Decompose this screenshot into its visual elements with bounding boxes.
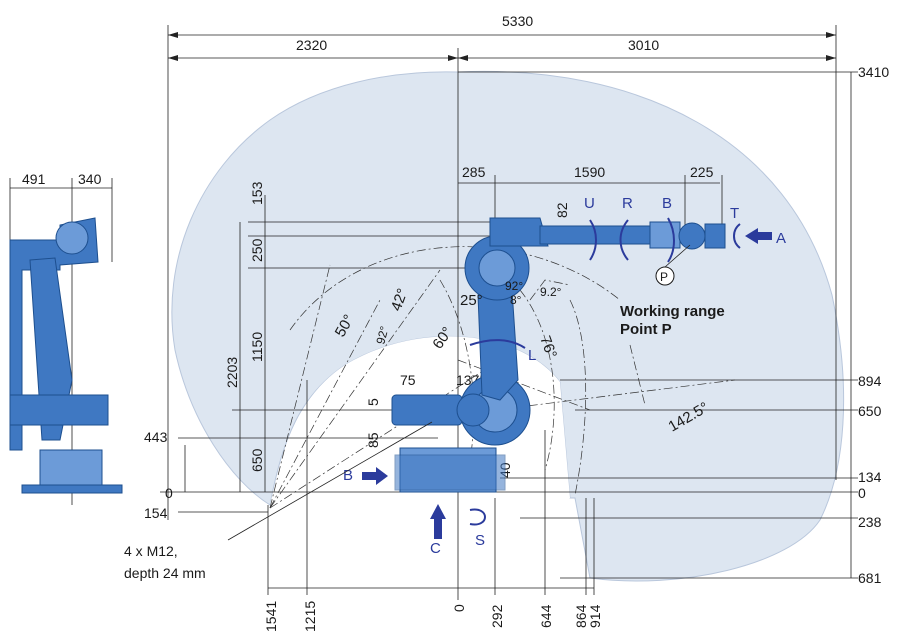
dim-1590: 1590 bbox=[574, 164, 605, 180]
dim-1215: 1215 bbox=[302, 601, 318, 632]
robot-motor bbox=[391, 394, 463, 426]
point-p-label: P bbox=[660, 270, 668, 284]
axis-b: B bbox=[662, 195, 672, 212]
point-p-title: Point P bbox=[620, 321, 672, 338]
rotation-arrow-l-icon bbox=[469, 339, 526, 349]
dim-225: 225 bbox=[690, 164, 714, 180]
dim-0-left: 0 bbox=[165, 485, 173, 501]
dim-2203: 2203 bbox=[224, 357, 240, 388]
dim-650-right: 650 bbox=[858, 403, 882, 419]
dim-644: 644 bbox=[538, 604, 554, 628]
dim-681: 681 bbox=[858, 570, 882, 586]
rotation-arrow-b-icon bbox=[667, 217, 675, 263]
dim-3410: 3410 bbox=[858, 64, 889, 80]
rotation-arrow-u-icon bbox=[589, 219, 597, 261]
dim-85: 85 bbox=[365, 432, 381, 448]
dim-1150: 1150 bbox=[249, 332, 265, 362]
dim-0-right: 0 bbox=[858, 485, 866, 501]
axis-labels: U R B T A L S C B P bbox=[343, 195, 786, 557]
working-range-title: Working range bbox=[620, 303, 725, 320]
angle-8: 8° bbox=[510, 293, 522, 307]
axis-r: R bbox=[622, 195, 633, 212]
robot-side-view: 491 340 bbox=[9, 171, 123, 505]
dim-340: 340 bbox=[78, 171, 102, 187]
dim-153: 153 bbox=[249, 181, 265, 205]
mount-note-line2: depth 24 mm bbox=[124, 565, 206, 581]
dim-443: 443 bbox=[144, 429, 168, 445]
axis-u: U bbox=[584, 195, 595, 212]
rotation-arrow-s-icon bbox=[469, 508, 486, 526]
rotation-arrow-r-icon bbox=[619, 219, 629, 261]
axis-t: T bbox=[730, 205, 739, 222]
axis-s: S bbox=[475, 532, 485, 549]
dim-154: 154 bbox=[144, 505, 168, 521]
dim-1541: 1541 bbox=[263, 601, 279, 632]
dim-134: 134 bbox=[858, 469, 882, 485]
dim-3010: 3010 bbox=[628, 37, 659, 53]
left-dimensions: 153 250 1150 650 2203 443 0 154 5 85 75 … bbox=[144, 181, 513, 521]
angle-92-left: 92° bbox=[373, 324, 391, 345]
dim-914: 914 bbox=[587, 604, 603, 628]
axis-b-base: B bbox=[343, 467, 353, 484]
dim-5: 5 bbox=[365, 398, 381, 406]
arm-dimensions: 285 1590 225 82 bbox=[458, 164, 723, 225]
dim-894: 894 bbox=[858, 373, 882, 389]
notes: Working range Point P 4 x M12, depth 24 … bbox=[124, 303, 725, 581]
angle-42: 42° bbox=[388, 286, 412, 313]
arrow-b-base-icon bbox=[362, 467, 388, 485]
dim-491: 491 bbox=[22, 171, 46, 187]
dim-0-bottom: 0 bbox=[451, 604, 467, 612]
dim-82: 82 bbox=[554, 202, 570, 218]
angle-76: 76° bbox=[536, 334, 560, 361]
dim-292: 292 bbox=[489, 604, 505, 628]
angle-92-right: 9.2° bbox=[540, 285, 562, 299]
axis-l: L bbox=[528, 347, 536, 364]
arrow-c-icon bbox=[430, 504, 446, 539]
reference-lines bbox=[269, 246, 736, 509]
robot-wrist bbox=[678, 222, 706, 250]
arrow-a-icon bbox=[745, 228, 772, 244]
dim-238: 238 bbox=[858, 514, 882, 530]
dim-285: 285 bbox=[462, 164, 486, 180]
angle-25: 25° bbox=[460, 292, 483, 309]
mount-note-line1: 4 x M12, bbox=[124, 543, 178, 559]
dim-864: 864 bbox=[573, 604, 589, 628]
right-dimensions: 3410 894 650 134 0 238 681 bbox=[160, 64, 889, 586]
dim-2320: 2320 bbox=[296, 37, 327, 53]
axis-c: C bbox=[430, 540, 441, 557]
top-dimensions: 5330 2320 3010 bbox=[167, 13, 837, 600]
robot-main bbox=[391, 217, 726, 493]
bottom-dimensions: 1541 1215 0 292 644 864 914 bbox=[263, 380, 603, 632]
rotation-arrow-t-icon bbox=[733, 223, 741, 249]
angle-92-top: 92° bbox=[505, 279, 523, 293]
axis-a: A bbox=[776, 230, 786, 247]
dim-75: 75 bbox=[400, 372, 416, 388]
dim-5330: 5330 bbox=[502, 13, 533, 29]
dim-250: 250 bbox=[249, 238, 265, 262]
dim-650-left: 650 bbox=[249, 448, 265, 472]
